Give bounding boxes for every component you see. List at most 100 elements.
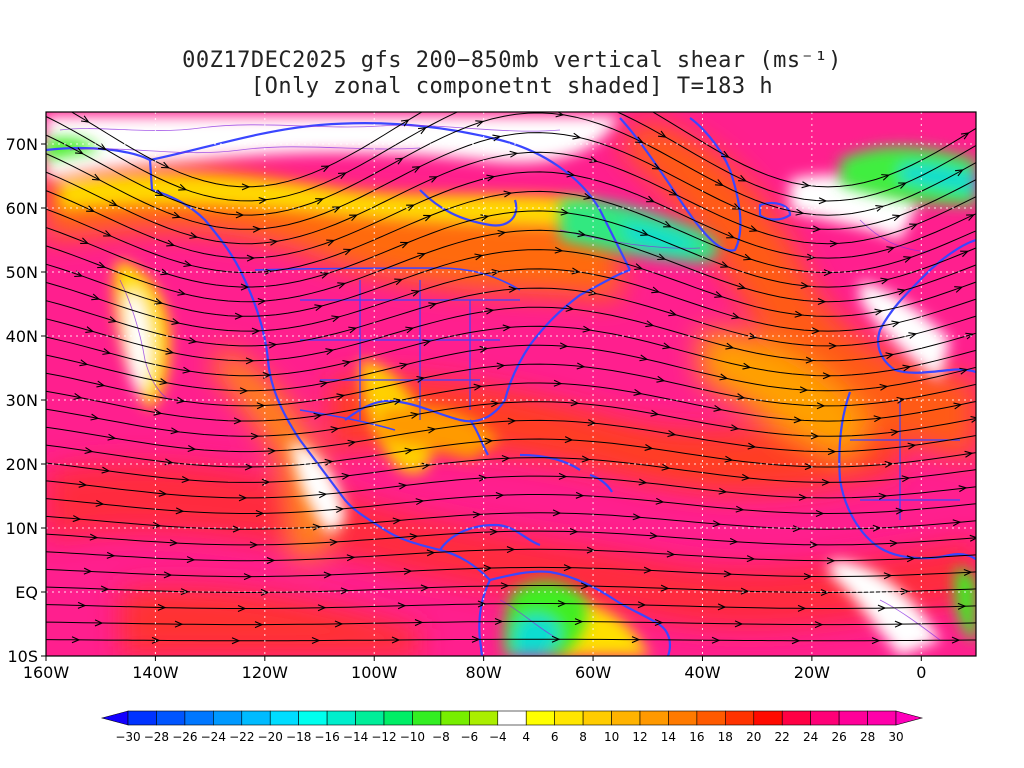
lon-tick-label: 120W <box>242 663 289 682</box>
streamline-arrow <box>798 493 808 501</box>
streamline-arrow <box>638 478 648 486</box>
colorbar-box <box>326 710 356 726</box>
streamline-arrow <box>657 253 667 261</box>
streamline <box>46 401 976 437</box>
streamline-arrow <box>650 409 660 417</box>
colorbar-box <box>241 710 271 726</box>
streamline-arrow <box>426 549 436 557</box>
border-us-mexico <box>299 409 396 431</box>
streamline-arrow <box>315 198 325 205</box>
streamline-arrow <box>158 489 168 497</box>
colorbar-box <box>810 710 840 726</box>
streamline-arrow <box>637 601 647 609</box>
streamline-arrow <box>178 183 188 191</box>
colorbar-label: −6 <box>460 730 478 744</box>
colorbar-label: −16 <box>314 730 339 744</box>
streamline-arrow <box>740 587 750 595</box>
streamline-arrow <box>553 379 563 387</box>
streamline-arrow <box>188 337 198 345</box>
streamline-arrow <box>255 509 265 517</box>
streamline-arrow <box>155 189 165 196</box>
purple-contours <box>59 124 941 641</box>
streamline-arrow <box>566 170 576 178</box>
streamline-arrow <box>663 220 673 228</box>
streamline-arrow <box>420 584 430 592</box>
streamline-arrow <box>725 342 735 350</box>
streamline-arrow <box>800 282 810 290</box>
streamline-arrow <box>633 388 643 396</box>
streamline-arrow <box>641 103 650 112</box>
streamline-arrow <box>78 480 88 488</box>
streamline-arrow <box>742 362 752 370</box>
streamline-arrow <box>748 332 758 340</box>
streamline-arrow <box>267 447 277 455</box>
streamline-arrow <box>96 380 106 388</box>
streamline-arrow <box>897 288 907 296</box>
lon-tick-label: 0 <box>916 663 926 682</box>
colorbar-label: 6 <box>551 730 559 744</box>
streamline-arrow <box>907 442 917 450</box>
streamline-arrow <box>810 432 820 440</box>
coast-north-america-east <box>503 268 631 401</box>
streamline-arrow <box>406 204 416 212</box>
streamline <box>46 566 976 578</box>
streamline-arrow <box>954 286 964 293</box>
streamline-arrow <box>254 621 264 629</box>
coast-europe <box>877 238 976 374</box>
streamline-arrow <box>558 472 568 480</box>
streamline-arrow <box>486 174 496 182</box>
shade-negative-europe-core <box>900 164 976 192</box>
streamline-arrow <box>827 448 837 456</box>
streamline-arrow <box>231 637 241 645</box>
streamline <box>46 620 976 626</box>
streamline-arrow <box>411 289 421 297</box>
streamline-arrow <box>180 588 190 596</box>
coast-florida <box>469 419 489 456</box>
colorbar-box <box>525 710 555 726</box>
streamline-arrow <box>969 534 976 542</box>
streamline-arrow <box>794 310 804 318</box>
border-us-states <box>300 280 520 420</box>
streamline-arrow <box>414 619 424 627</box>
streamline-arrow <box>826 557 836 565</box>
streamline-arrow <box>89 533 99 541</box>
shear-shading <box>46 112 976 656</box>
colorbar-label: 10 <box>604 730 619 744</box>
streamline-arrow <box>959 367 969 375</box>
streamline-arrow <box>667 430 677 438</box>
streamline-arrow <box>878 492 888 500</box>
streamline-arrow <box>251 327 261 335</box>
lat-tick-label: 50N <box>6 263 38 282</box>
streamline-arrow <box>735 505 745 513</box>
streamline-arrow <box>726 231 736 239</box>
streamline-arrow <box>427 426 437 434</box>
streamline-arrow <box>238 494 248 502</box>
streamline-arrow <box>646 195 656 203</box>
coast-central-america <box>439 523 541 551</box>
shade-band-west-us <box>210 350 328 560</box>
lat-tick-label: 20N <box>6 455 38 474</box>
streamline-arrow <box>398 482 408 490</box>
streamline-arrow <box>871 637 881 645</box>
streamline-arrow <box>491 268 501 276</box>
streamline-arrow <box>343 248 353 256</box>
streamline-arrow <box>405 326 415 334</box>
streamline-arrow <box>820 588 830 596</box>
streamline <box>46 151 976 245</box>
colorbar-label: 26 <box>831 730 846 744</box>
streamline-arrow <box>101 466 111 474</box>
colorbar-box <box>355 710 385 726</box>
lon-tick-label: 40W <box>684 663 720 682</box>
shade-weak-east-atlantic <box>860 280 950 380</box>
streamline-arrow <box>235 211 245 219</box>
streamline-arrow <box>107 433 117 441</box>
streamline-arrow <box>741 473 751 481</box>
streamline-arrow <box>655 497 665 505</box>
streamline-arrow <box>73 393 83 400</box>
streamline-arrow <box>95 499 105 507</box>
streamline-arrow <box>349 214 359 222</box>
colorbar-box <box>469 710 499 726</box>
streamline <box>46 530 976 546</box>
colorbar-label: −10 <box>400 730 425 744</box>
